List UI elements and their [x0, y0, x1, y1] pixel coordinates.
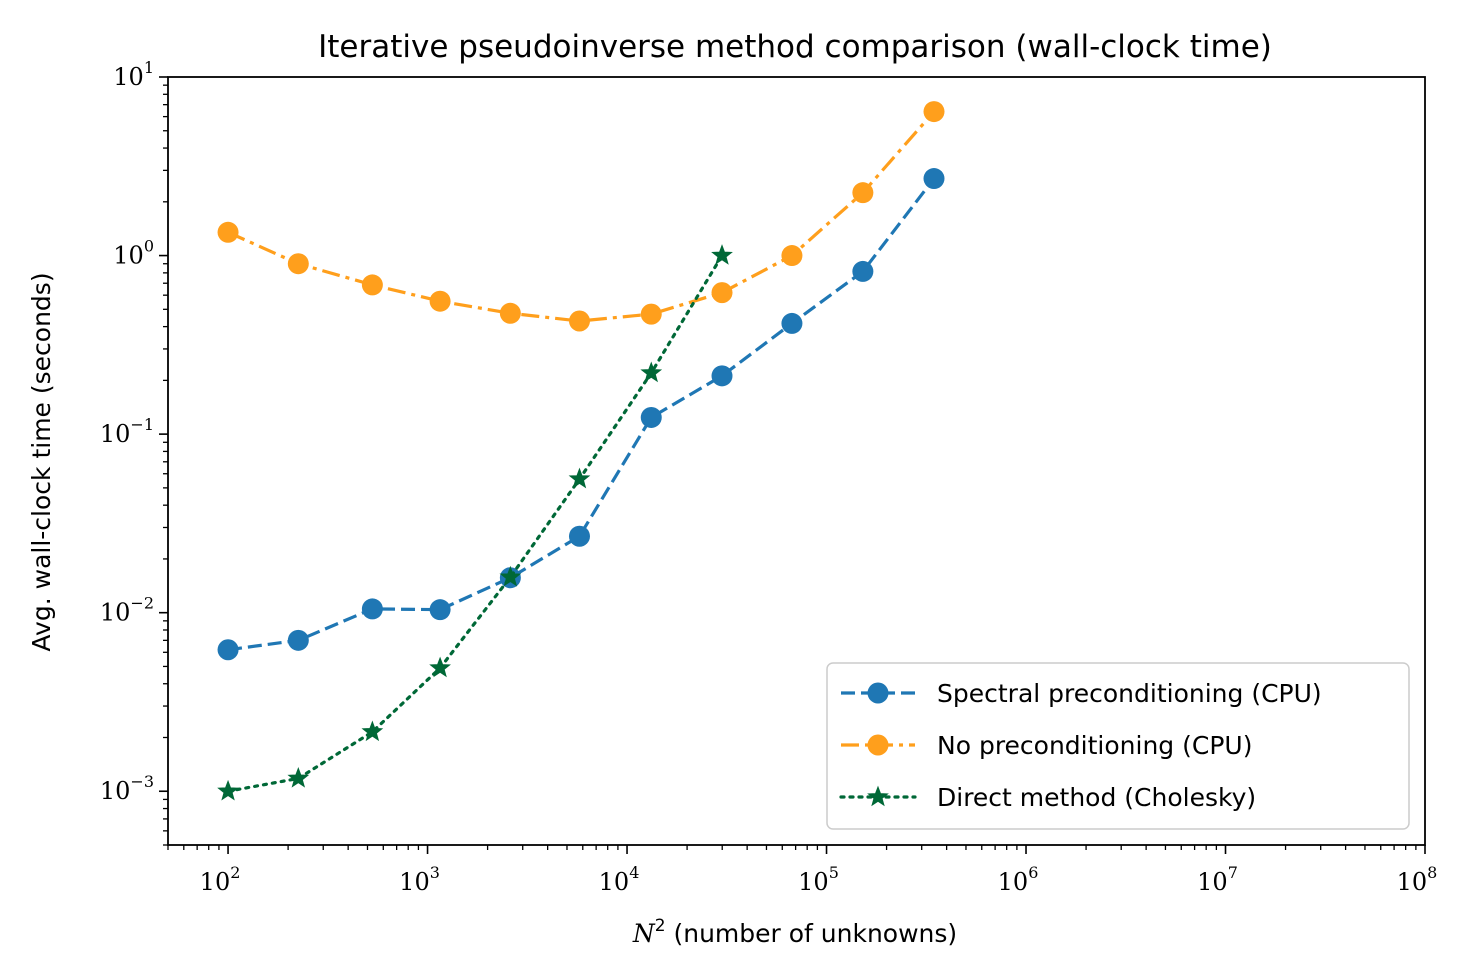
data-point	[499, 565, 522, 587]
x-tick-exp: 3	[430, 863, 440, 882]
x-tick-label: 105	[798, 863, 839, 896]
x-tick-base: 10	[200, 868, 231, 896]
y-tick-base: 10	[100, 599, 131, 627]
data-point	[640, 406, 662, 428]
data-point	[429, 656, 451, 678]
series-line	[226, 253, 724, 793]
legend-label: Spectral preconditioning (CPU)	[937, 679, 1322, 708]
y-tick-exp: −3	[130, 772, 154, 791]
y-tick-exp: 1	[144, 58, 154, 77]
data-point	[781, 245, 803, 267]
x-tick-label: 108	[1397, 863, 1438, 896]
series-line	[227, 177, 936, 652]
data-point	[361, 598, 383, 620]
data-point	[923, 101, 945, 123]
data-point	[923, 168, 945, 190]
data-point	[287, 253, 309, 275]
x-tick-label: 106	[998, 863, 1039, 896]
series-line	[227, 110, 936, 323]
x-tick-exp: 4	[629, 863, 639, 882]
data-point	[711, 282, 733, 304]
data-point	[429, 290, 451, 312]
data-point	[429, 599, 451, 621]
data-point	[852, 182, 874, 204]
x-tick-label: 103	[399, 863, 440, 896]
x-tick-exp: 5	[829, 863, 839, 882]
data-point	[217, 779, 239, 801]
x-tick-base: 10	[599, 868, 630, 896]
x-tick-exp: 7	[1228, 863, 1238, 882]
data-point	[361, 720, 384, 742]
legend-label: No preconditioning (CPU)	[937, 731, 1252, 760]
legend-marker	[867, 682, 889, 704]
data-point	[568, 467, 591, 489]
x-axis-label: N2 (number of unknowns)	[632, 916, 957, 948]
series-2	[217, 244, 733, 801]
y-tick-exp: −1	[130, 415, 154, 434]
y-tick-label: 10−1	[100, 415, 154, 448]
y-tick-base: 10	[100, 420, 131, 448]
legend-box	[826, 662, 1410, 830]
data-point	[361, 274, 383, 296]
plot-area: 102 103 104 105 106 107 10810−310−210−1100101S…	[100, 58, 1438, 896]
data-point	[499, 302, 521, 324]
y-tick-base: 10	[100, 777, 131, 805]
data-point	[711, 244, 733, 265]
data-point	[287, 629, 309, 651]
x-tick-label: 107	[1197, 863, 1238, 896]
data-point	[852, 260, 874, 282]
data-point	[640, 361, 663, 383]
y-axis-label: Avg. wall-clock time (seconds)	[27, 272, 56, 651]
y-tick-label: 10−3	[100, 772, 154, 805]
x-tick-base: 10	[1397, 868, 1428, 896]
x-tick-base: 10	[798, 868, 829, 896]
x-tick-base: 10	[399, 868, 430, 896]
data-point	[217, 639, 239, 661]
data-point	[711, 365, 733, 387]
y-tick-label: 10−2	[100, 594, 154, 627]
y-tick-exp: −2	[130, 594, 154, 613]
data-point	[217, 221, 239, 243]
x-tick-base: 10	[1197, 868, 1228, 896]
data-point	[287, 766, 310, 788]
x-tick-exp: 6	[1028, 863, 1038, 882]
x-tick-exp: 8	[1427, 863, 1437, 882]
legend: Spectral preconditioning (CPU) No precond…	[826, 662, 1410, 830]
data-point	[568, 525, 590, 547]
series-0	[217, 168, 945, 661]
x-axis-label-text: (number of unknowns)	[673, 919, 957, 948]
legend-label: Direct method (Cholesky)	[937, 783, 1256, 812]
axes-frame	[167, 76, 1426, 846]
x-tick-label: 102	[200, 863, 241, 896]
y-tick-label: 100	[113, 237, 154, 270]
data-point	[640, 303, 662, 325]
legend-marker	[867, 785, 889, 807]
x-tick-exp: 2	[230, 863, 240, 882]
x-axis-label-math: N	[632, 919, 656, 948]
data-point	[781, 312, 803, 334]
data-point	[568, 310, 590, 332]
legend-marker	[867, 734, 889, 756]
y-tick-base: 10	[113, 63, 144, 91]
x-tick-base: 10	[998, 868, 1029, 896]
chart-title: Iterative pseudoinverse method compariso…	[318, 29, 1272, 65]
series-1	[217, 101, 945, 332]
y-tick-base: 10	[113, 242, 144, 270]
x-tick-label: 104	[599, 863, 640, 896]
x-axis-label-math-sup: 2	[655, 916, 666, 936]
y-tick-exp: 0	[144, 237, 154, 256]
y-tick-label: 101	[113, 58, 154, 91]
